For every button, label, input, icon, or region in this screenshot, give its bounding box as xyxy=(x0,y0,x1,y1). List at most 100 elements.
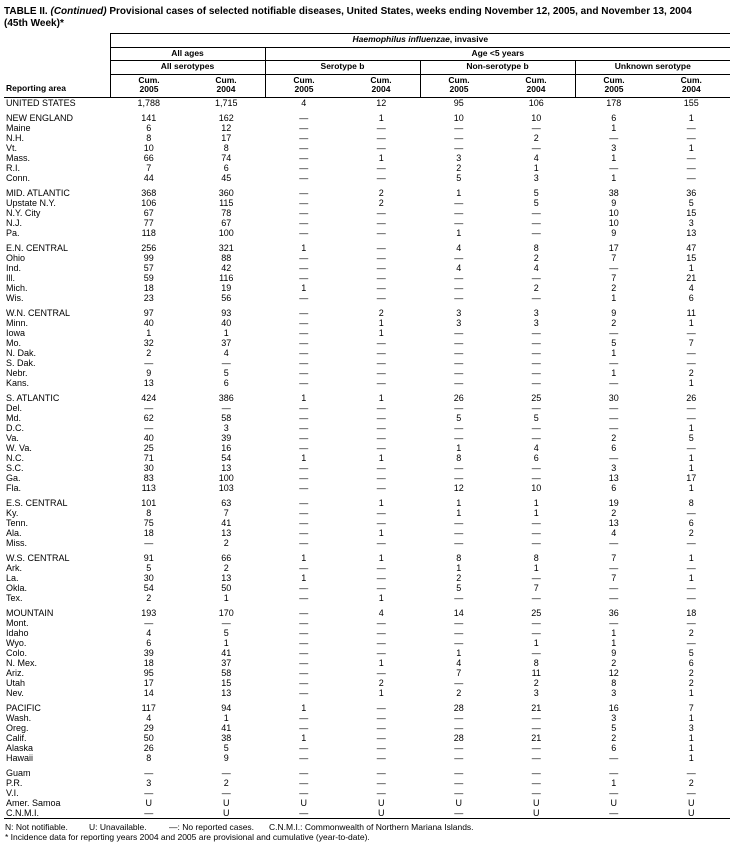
value-cell: 11 xyxy=(686,307,696,318)
value-cell: — xyxy=(454,207,464,218)
value-cell: 1 xyxy=(688,752,694,763)
area-cell: Oreg. xyxy=(6,722,29,733)
value-cell: — xyxy=(299,152,309,163)
value-cell: 5 xyxy=(533,412,539,423)
value-cell: — xyxy=(454,402,464,413)
value-cell: — xyxy=(531,712,541,723)
area-cell: Minn. xyxy=(6,317,29,328)
value-cell: 2 xyxy=(533,677,539,688)
value-cell: 13 xyxy=(221,687,232,698)
value-cell: — xyxy=(454,122,464,133)
value-cell: 5 xyxy=(456,412,462,423)
value-cell: 50 xyxy=(221,582,232,593)
value-cell: 1 xyxy=(688,687,694,698)
value-cell: — xyxy=(376,282,386,293)
area-cell: Wis. xyxy=(6,292,24,303)
value-cell: — xyxy=(376,722,386,733)
table-row: S. Dak. — — — — — — — — xyxy=(4,358,730,368)
value-cell: 2 xyxy=(378,307,384,318)
area-cell: Md. xyxy=(6,412,22,423)
area-cell: Maine xyxy=(6,122,31,133)
area-cell: Nev. xyxy=(6,687,24,698)
table-row: N.H. 8 17 — — — 2 — — xyxy=(4,133,730,143)
footnote-cnmi: C.N.M.I.: Commonwealth of Northern Maria… xyxy=(269,821,474,832)
value-cell: — xyxy=(376,627,386,638)
value-cell: — xyxy=(376,787,386,798)
value-cell: — xyxy=(299,462,309,473)
value-cell: 2 xyxy=(688,627,694,638)
value-cell: — xyxy=(686,537,696,548)
value-cell: 7 xyxy=(611,572,617,583)
value-cell: 67 xyxy=(143,207,154,218)
value-cell: — xyxy=(299,657,309,668)
value-cell: 1 xyxy=(378,392,384,403)
area-cell: N.H. xyxy=(6,132,24,143)
col-header-cum-2004-unknown: Cum. 2004 xyxy=(652,74,731,98)
area-cell: Calif. xyxy=(6,732,27,743)
table-row: Amer. Samoa U U U U U U U U xyxy=(4,798,730,808)
value-cell: 40 xyxy=(221,317,232,328)
value-cell: — xyxy=(454,142,464,153)
value-cell: 10 xyxy=(531,482,542,493)
value-cell: 1 xyxy=(301,572,307,583)
value-cell: — xyxy=(299,767,309,778)
value-cell: U xyxy=(533,807,540,818)
value-cell: — xyxy=(454,327,464,338)
value-cell: 7 xyxy=(533,582,539,593)
value-cell: 1 xyxy=(456,187,462,198)
value-cell: 12 xyxy=(608,667,619,678)
value-cell: 6 xyxy=(688,517,694,528)
value-cell: 2 xyxy=(456,162,462,173)
value-cell: 2 xyxy=(146,347,152,358)
area-cell: Iowa xyxy=(6,327,26,338)
value-cell: 21 xyxy=(531,702,542,713)
area-cell: Mass. xyxy=(6,152,31,163)
value-cell: 3 xyxy=(533,307,539,318)
value-cell: 13 xyxy=(608,517,619,528)
value-cell: — xyxy=(531,722,541,733)
value-cell: 8 xyxy=(533,552,539,563)
value-cell: — xyxy=(454,292,464,303)
value-cell: — xyxy=(299,617,309,628)
col-header-cum-2005-unknown: Cum. 2005 xyxy=(575,74,653,98)
value-cell: 1 xyxy=(301,242,307,253)
value-cell: 178 xyxy=(606,97,622,108)
value-cell: 2 xyxy=(611,317,617,328)
value-cell: 4 xyxy=(533,152,539,163)
col-header-cum-2005-allages: Cum. 2005 xyxy=(110,74,188,98)
table-row: N. Dak. 2 4 — — — — 1 — xyxy=(4,348,730,358)
value-cell: 83 xyxy=(143,472,154,483)
value-cell: 32 xyxy=(143,337,154,348)
non-serotype-b-header: Non-serotype b xyxy=(420,60,576,75)
value-cell: — xyxy=(299,252,309,263)
value-cell: — xyxy=(376,242,386,253)
value-cell: — xyxy=(376,732,386,743)
table-row: MOUNTAIN 193 170 — 4 14 25 36 18 xyxy=(4,608,730,618)
area-cell: Miss. xyxy=(6,537,27,548)
col-header-cum-2004-serotypeb: Cum. 2004 xyxy=(342,74,421,98)
value-cell: 2 xyxy=(378,677,384,688)
value-cell: — xyxy=(299,162,309,173)
area-cell: W. Va. xyxy=(6,442,32,453)
value-cell: 6 xyxy=(223,377,229,388)
value-cell: — xyxy=(299,722,309,733)
value-cell: 1 xyxy=(378,552,384,563)
value-cell: — xyxy=(531,422,541,433)
value-cell: 59 xyxy=(143,272,154,283)
area-cell: R.I. xyxy=(6,162,21,173)
value-cell: — xyxy=(454,767,464,778)
area-cell: Colo. xyxy=(6,647,28,658)
value-cell: — xyxy=(531,767,541,778)
value-cell: 97 xyxy=(143,307,154,318)
value-cell: — xyxy=(376,712,386,723)
area-cell: Wash. xyxy=(6,712,32,723)
area-cell: MOUNTAIN xyxy=(6,607,54,618)
value-cell: 321 xyxy=(218,242,234,253)
value-cell: 10 xyxy=(143,142,154,153)
value-cell: — xyxy=(144,402,154,413)
value-cell: — xyxy=(376,752,386,763)
value-cell: 99 xyxy=(143,252,154,263)
value-cell: 8 xyxy=(456,452,462,463)
value-cell: — xyxy=(454,537,464,548)
value-cell: 25 xyxy=(531,392,542,403)
